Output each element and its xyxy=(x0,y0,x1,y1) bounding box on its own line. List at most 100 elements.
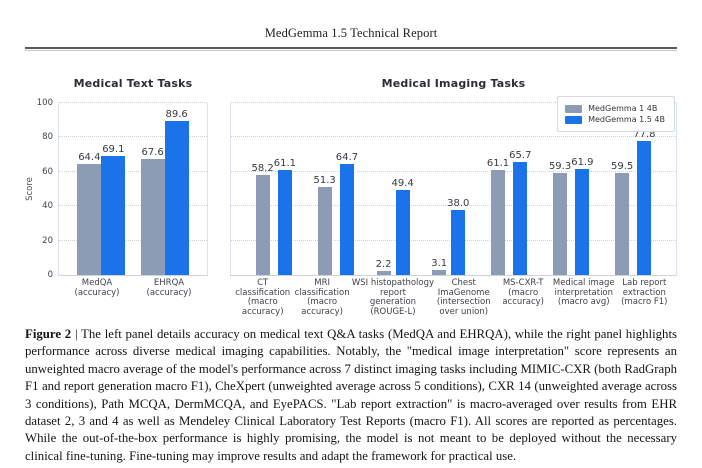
bar-medgemma-1-4b xyxy=(491,169,506,275)
legend: MedGemma 1 4B MedGemma 1.5 4B xyxy=(557,96,675,132)
header-rule xyxy=(25,47,677,51)
bar-group-3: 3.1 38.0 xyxy=(431,198,469,275)
bar-medgemma-1-4b xyxy=(317,186,332,275)
gridline-100 xyxy=(231,102,676,103)
value-label: 67.6 xyxy=(141,146,164,158)
bar-column: 64.4 xyxy=(77,152,102,275)
gridline-40 xyxy=(59,205,207,207)
bar-column: 69.1 xyxy=(101,144,126,275)
imaging-tasks-bars: 58.2 61.1 51.3 64.7 2.2 49.4 3.1 38.0 61.1 65.7 59… xyxy=(234,103,673,275)
bar-column: 61.1 xyxy=(487,158,509,275)
gridline-60 xyxy=(231,170,676,172)
bar-column: 51.3 xyxy=(314,175,336,275)
value-label: 61.9 xyxy=(571,156,594,168)
text-tasks-plot-area: 64.4 69.1 67.6 89.6 xyxy=(58,102,208,276)
value-label: 69.1 xyxy=(102,144,125,156)
x-tick-label: MedQA (accuracy) xyxy=(74,278,120,298)
legend-row-medgemma-1-5-4b: MedGemma 1.5 4B xyxy=(565,115,665,124)
gridline-80 xyxy=(231,136,676,138)
bar-medgemma-1-5-4b xyxy=(101,156,126,275)
bar-medgemma-1-5-4b xyxy=(451,209,466,275)
medical-imaging-tasks-panel: Medical Imaging Tasks 58.2 61.1 51.3 64.7 2.… xyxy=(230,63,677,317)
y-tick-label-40: 40 xyxy=(42,201,53,212)
caption-text: The left panel details accuracy on medic… xyxy=(25,327,677,463)
bar-medgemma-1-4b xyxy=(432,269,447,275)
value-label: 65.7 xyxy=(509,150,532,161)
medical-text-tasks-panel: Medical Text Tasks 64.4 69.1 67.6 89.6 MedQ… xyxy=(58,63,208,317)
page-header: MedGemma 1.5 Technical Report xyxy=(0,0,702,51)
gridline-60 xyxy=(59,170,207,172)
value-label: 38.0 xyxy=(447,197,470,209)
bar-column: 58.2 xyxy=(252,163,274,275)
bar-group-1: 51.3 64.7 xyxy=(314,152,358,275)
x-tick-label: Medical image interpretation (macro avg) xyxy=(552,278,615,307)
bar-medgemma-1-5-4b xyxy=(277,169,292,275)
bar-group-5: 59.3 61.9 xyxy=(549,157,593,275)
text-tasks-bars: 64.4 69.1 67.6 89.6 xyxy=(62,103,204,275)
value-label: 59.3 xyxy=(548,161,572,173)
value-label: 64.4 xyxy=(78,152,101,164)
bar-medgemma-1-5-4b xyxy=(164,120,189,275)
bar-group-0: 58.2 61.1 xyxy=(252,158,296,275)
x-tick-label: Chest ImaGenome (intersection over union) xyxy=(436,278,491,317)
bar-medgemma-1-4b xyxy=(255,174,270,275)
y-axis-label: Score xyxy=(25,177,35,201)
bar-column: 61.9 xyxy=(571,157,593,275)
figure-caption: Figure 2 | The left panel details accura… xyxy=(25,326,677,465)
x-tick-label: EHRQA (accuracy) xyxy=(146,278,192,298)
bar-column: 2.2 xyxy=(375,259,392,275)
gridline-80 xyxy=(59,136,207,138)
y-tick-label-20: 20 xyxy=(42,235,53,246)
bar-column: 89.6 xyxy=(164,108,189,275)
bar-column: 65.7 xyxy=(509,150,531,275)
panel-title-text-tasks: Medical Text Tasks xyxy=(73,76,193,90)
value-label: 77.8 xyxy=(633,129,656,141)
bar-column: 64.7 xyxy=(336,152,358,275)
bar-group-0: 64.4 69.1 xyxy=(77,144,126,275)
bar-group-2: 2.2 49.4 xyxy=(376,178,414,275)
bar-column: 77.8 xyxy=(633,129,656,275)
legend-swatch-medgemma-1-5-4b xyxy=(565,115,583,124)
bar-medgemma-1-4b xyxy=(615,172,630,275)
value-label: 49.4 xyxy=(391,178,414,190)
value-label: 2.2 xyxy=(375,259,392,271)
bar-medgemma-1-5-4b xyxy=(513,162,528,275)
bar-group-1: 67.6 89.6 xyxy=(140,108,189,275)
bar-column: 38.0 xyxy=(447,198,469,275)
panel-title-imaging-tasks: Medical Imaging Tasks xyxy=(381,76,526,90)
y-axis: Score 0 20 40 60 80 100 xyxy=(24,63,58,317)
y-tick-label-80: 80 xyxy=(42,132,53,143)
caption-label: Figure 2 xyxy=(25,327,72,341)
bar-medgemma-1-5-4b xyxy=(339,163,354,275)
x-tick-label: MS-CXR-T (macro accuracy) xyxy=(502,278,544,307)
bar-medgemma-1-5-4b xyxy=(395,190,410,275)
value-label: 51.3 xyxy=(313,174,336,186)
bar-column: 59.5 xyxy=(611,161,633,275)
gridline-100 xyxy=(59,102,207,103)
bar-medgemma-1-5-4b xyxy=(575,168,590,275)
x-tick-label: Lab report extraction (macro F1) xyxy=(621,278,668,307)
report-title: MedGemma 1.5 Technical Report xyxy=(264,26,438,40)
bar-column: 59.3 xyxy=(549,161,571,275)
panel-gap xyxy=(208,63,230,317)
bar-column: 67.6 xyxy=(140,146,165,275)
bar-medgemma-1-4b xyxy=(140,158,165,275)
legend-swatch-medgemma-1-4b xyxy=(565,104,583,113)
caption-separator: | xyxy=(74,327,78,341)
x-tick-label: WSI histopathology report generation (ROUGE… xyxy=(351,278,435,317)
y-tick-label-0: 0 xyxy=(47,270,53,280)
x-tick-label: MRI classification (macro accuracy) xyxy=(294,278,350,317)
x-tick-label: CT classification (macro accuracy) xyxy=(235,278,291,317)
bar-medgemma-1-5-4b xyxy=(637,141,652,275)
bar-medgemma-1-4b xyxy=(376,271,391,275)
imaging-tasks-x-labels: CT classification (macro accuracy) MRI classi… xyxy=(233,278,674,317)
value-label: 89.6 xyxy=(165,108,188,120)
y-tick-label-100: 100 xyxy=(36,98,53,108)
value-label: 64.7 xyxy=(335,151,359,163)
value-label: 3.1 xyxy=(431,257,448,269)
value-label: 59.5 xyxy=(610,160,634,172)
value-label: 58.2 xyxy=(251,162,274,174)
bar-column: 61.1 xyxy=(274,158,296,275)
bar-group-4: 61.1 65.7 xyxy=(487,150,531,275)
value-label: 61.1 xyxy=(273,157,297,169)
